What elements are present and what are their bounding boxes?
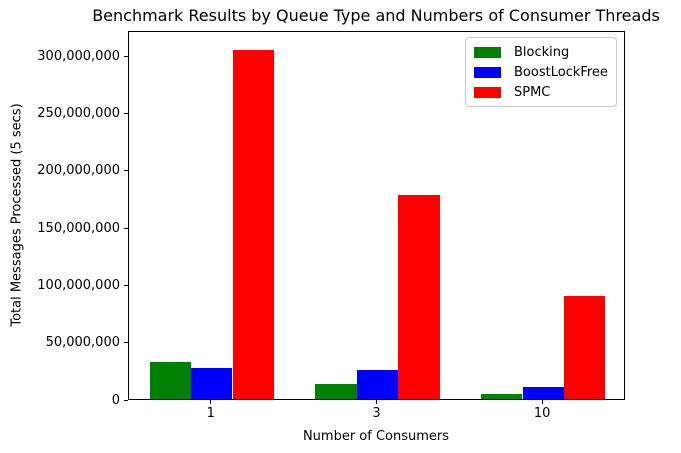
y-tick-label: 150,000,000 — [37, 220, 120, 236]
bar-spmc-1 — [232, 49, 274, 399]
bar-boostlockfree-1 — [191, 368, 233, 399]
legend-label: SPMC — [514, 84, 551, 100]
legend-item: SPMC — [466, 82, 616, 102]
x-tick-mark — [210, 400, 212, 404]
legend-color-swatch-icon — [474, 86, 501, 98]
bar-blocking-3 — [315, 384, 357, 399]
x-axis-label: Number of Consumers — [302, 429, 450, 444]
y-tick-mark — [124, 170, 128, 172]
y-tick-mark — [124, 342, 128, 344]
bar-blocking-1 — [149, 362, 192, 399]
y-tick-label: 100,000,000 — [37, 277, 120, 293]
legend-color-swatch-icon — [474, 46, 501, 58]
y-tick-label: 200,000,000 — [37, 163, 120, 179]
x-tick-label: 1 — [206, 406, 215, 421]
bar-boostlockfree-3 — [356, 370, 399, 399]
y-tick-label: 250,000,000 — [37, 106, 120, 121]
y-tick-mark — [124, 399, 128, 401]
legend: Blocking BoostLockFree SPMC — [465, 37, 617, 107]
x-tick-label: 3 — [372, 406, 381, 421]
bar-spmc-3 — [398, 195, 440, 399]
y-tick-label: 0 — [111, 392, 120, 408]
y-tick-mark — [124, 227, 128, 229]
y-tick-label: 300,000,000 — [37, 48, 120, 64]
y-tick-label: 50,000,000 — [45, 335, 120, 351]
x-tick-mark — [541, 400, 543, 404]
y-axis-label: Total Messages Processed (5 secs) — [9, 103, 25, 327]
legend-color-swatch-icon — [474, 66, 501, 78]
bar-spmc-10 — [563, 295, 606, 399]
plot-area: Blocking BoostLockFree SPMC — [128, 31, 625, 400]
x-tick-mark — [376, 400, 377, 404]
x-tick-label: 10 — [533, 406, 551, 421]
legend-label: Blocking — [514, 44, 570, 60]
chart-title: Benchmark Results by Queue Type and Numb… — [92, 6, 660, 25]
legend-item: Blocking — [466, 42, 616, 62]
bar-blocking-10 — [481, 394, 523, 399]
legend-label: BoostLockFree — [514, 64, 608, 80]
y-tick-mark — [124, 55, 128, 57]
bar-boostlockfree-10 — [522, 387, 564, 399]
y-tick-mark — [124, 113, 128, 114]
legend-item: BoostLockFree — [466, 62, 616, 82]
y-tick-mark — [124, 284, 128, 286]
